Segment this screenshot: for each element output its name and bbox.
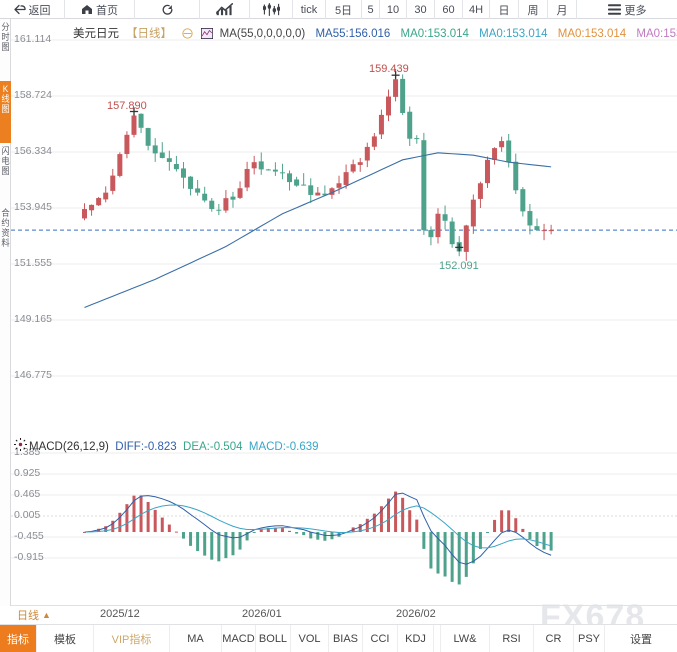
svg-text:152.091: 152.091	[439, 260, 479, 272]
svg-text:159.439: 159.439	[369, 63, 409, 75]
svg-text:157.890: 157.890	[107, 100, 147, 112]
